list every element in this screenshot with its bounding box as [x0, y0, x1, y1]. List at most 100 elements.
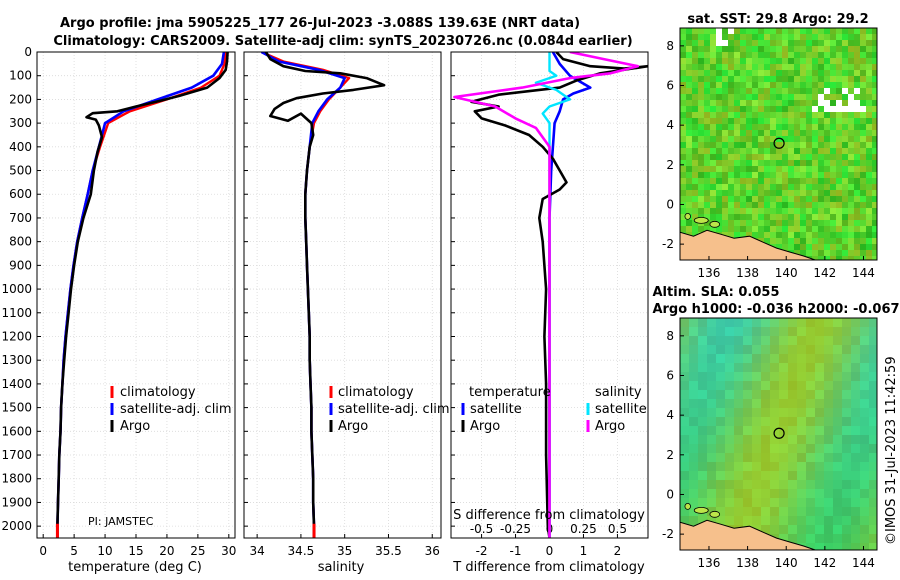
map-field-cell — [728, 160, 735, 167]
map-field-cell — [764, 52, 771, 59]
depth-tick-label: 1200 — [1, 329, 32, 343]
map-field-cell — [866, 148, 873, 155]
map-field-cell — [758, 70, 765, 77]
map-field-cell — [806, 82, 813, 89]
map-field-cell — [698, 471, 708, 481]
map-field-cell — [770, 70, 777, 77]
map-field-cell — [728, 166, 735, 173]
map-field-cell — [746, 166, 753, 173]
map-field-cell — [776, 100, 783, 107]
map-field-cell — [851, 435, 861, 445]
map-field-cell — [704, 184, 711, 191]
map-field-cell — [707, 516, 717, 526]
map-field-cell — [764, 160, 771, 167]
map-field-cell — [698, 94, 705, 101]
map-field-cell — [788, 172, 795, 179]
map-field-cell — [782, 154, 789, 161]
map-field-cell — [743, 399, 753, 409]
map-field-cell — [842, 190, 849, 197]
map-field-cell — [686, 202, 693, 209]
map-field-cell — [872, 178, 877, 185]
map-field-cell — [692, 214, 699, 221]
map-field-cell — [806, 106, 813, 113]
map-field-cell — [752, 142, 759, 149]
map-field-cell — [752, 381, 762, 391]
map-field-cell — [734, 118, 741, 125]
map-field-cell — [722, 196, 729, 203]
map-field-cell — [770, 136, 777, 143]
map-field-cell — [815, 534, 825, 544]
map-field-cell — [680, 426, 690, 436]
map-field-cell — [758, 202, 765, 209]
map-field-cell — [722, 130, 729, 137]
map-field-cell — [872, 184, 877, 191]
map-field-cell — [842, 148, 849, 155]
map-field-cell — [770, 106, 777, 113]
depth-tick-label: 1000 — [1, 282, 32, 296]
map-field-cell — [854, 190, 861, 197]
map-field-cell — [734, 498, 744, 508]
map-field-cell — [689, 363, 699, 373]
map-field-cell — [797, 318, 807, 328]
map-field-cell — [812, 94, 819, 101]
depth-tick-label: 2000 — [1, 519, 32, 533]
map-field-cell — [872, 82, 877, 89]
map-field-cell — [710, 208, 717, 215]
map-field-cell — [779, 390, 789, 400]
map-field-cell — [752, 34, 759, 41]
map-field-cell — [806, 250, 813, 257]
map-field-cell — [794, 34, 801, 41]
depth-tick-label: 1500 — [1, 401, 32, 415]
map-field-cell — [707, 399, 717, 409]
map-field-cell — [716, 40, 723, 47]
map-field-cell — [734, 214, 741, 221]
map-field-cell — [758, 208, 765, 215]
map-field-cell — [752, 136, 759, 143]
map-field-cell — [743, 489, 753, 499]
map-field-cell — [704, 46, 711, 53]
map-field-cell — [728, 88, 735, 95]
map-field-cell — [770, 489, 780, 499]
map-field-cell — [686, 82, 693, 89]
map-field-cell — [860, 106, 867, 113]
map-field-cell — [686, 106, 693, 113]
map-field-cell — [830, 58, 837, 65]
map-field-cell — [686, 190, 693, 197]
map-field-cell — [854, 214, 861, 221]
map-field-cell — [689, 480, 699, 490]
map-field-cell — [842, 166, 849, 173]
x-tick-label: 35.5 — [375, 544, 402, 558]
map-field-cell — [686, 136, 693, 143]
map-field-cell — [728, 196, 735, 203]
map-field-cell — [788, 46, 795, 53]
map-field-cell — [860, 184, 867, 191]
map-field-cell — [872, 226, 877, 233]
map-field-cell — [728, 232, 735, 239]
sla-map-panel: Altim. SLA: 0.055 Argo h1000: -0.036 h20… — [652, 285, 899, 570]
map-field-cell — [788, 327, 798, 337]
map-field-cell — [806, 426, 816, 436]
map-field-cell — [764, 70, 771, 77]
map-field-cell — [806, 226, 813, 233]
map-field-cell — [815, 435, 825, 445]
map-field-cell — [761, 417, 771, 427]
map-field-cell — [776, 106, 783, 113]
series-line-salinity-argo — [453, 52, 640, 538]
map-field-cell — [734, 354, 744, 364]
map-field-cell — [782, 52, 789, 59]
map-field-cell — [788, 354, 798, 364]
map-field-cell — [824, 40, 831, 47]
map-field-cell — [848, 142, 855, 149]
map-field-cell — [689, 471, 699, 481]
map-field-cell — [824, 381, 834, 391]
map-field-cell — [752, 196, 759, 203]
map-field-cell — [830, 250, 837, 257]
map-field-cell — [704, 52, 711, 59]
map-field-cell — [848, 220, 855, 227]
difference-legend-temperature: temperature satellite Argo — [461, 385, 551, 434]
map-field-cell — [800, 226, 807, 233]
map-field-cell — [680, 444, 690, 454]
map-field-cell — [824, 160, 831, 167]
map-field-cell — [794, 106, 801, 113]
